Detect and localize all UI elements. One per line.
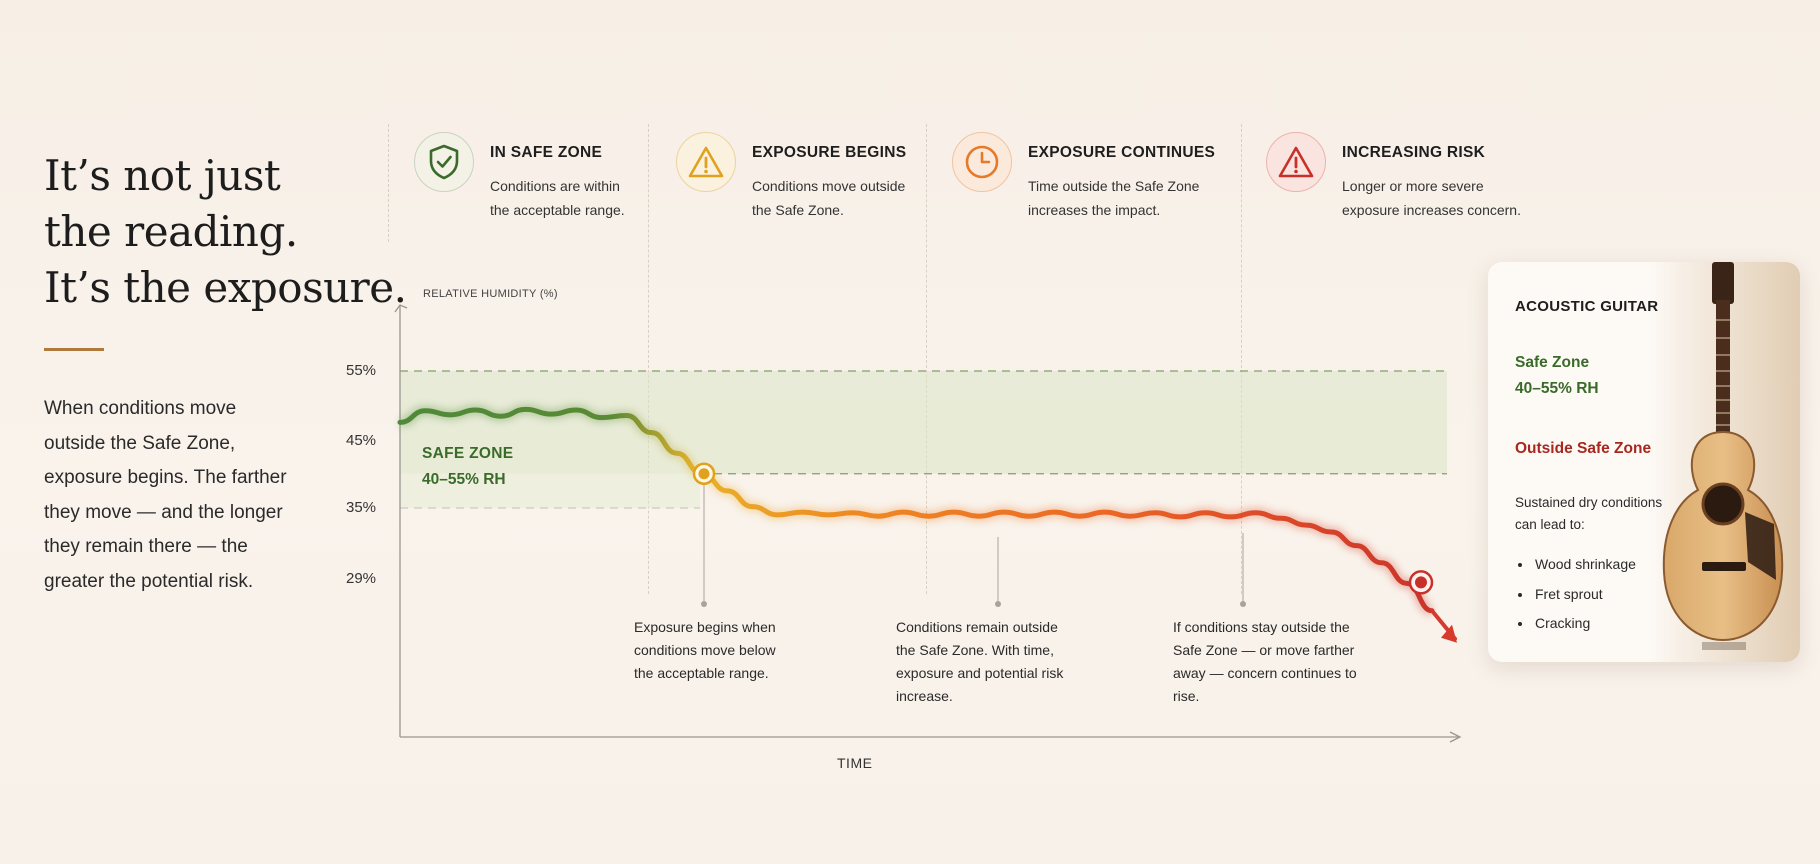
x-axis-arrow xyxy=(1449,731,1462,743)
stage-title: EXPOSURE BEGINS xyxy=(752,144,907,161)
y-tick-label: 29% xyxy=(346,570,377,587)
stage-desc: Longer or more severe exposure increases… xyxy=(1342,178,1521,218)
headline-line-2: the reading. xyxy=(44,207,298,256)
effects-list: Wood shrinkage Fret sprout Cracking xyxy=(1515,550,1636,639)
annotation-increasing-risk: If conditions stay outside the Safe Zone… xyxy=(1173,619,1357,704)
leader-dot xyxy=(1240,601,1246,607)
card-title: ACOUSTIC GUITAR xyxy=(1515,298,1659,315)
stage-divider xyxy=(388,124,389,242)
increasing-risk-marker-core xyxy=(1415,576,1427,589)
card-safe-zone-label: Safe Zone xyxy=(1515,354,1590,371)
card-outside-label: Outside Safe Zone xyxy=(1515,440,1652,457)
warning-triangle-icon xyxy=(688,146,724,178)
y-axis-label: RELATIVE HUMIDITY (%) xyxy=(423,288,558,300)
stage-divider xyxy=(1241,124,1242,594)
stage-desc: Conditions move outside the Safe Zone. xyxy=(752,178,906,218)
leader-dot xyxy=(995,601,1001,607)
safe-zone-band xyxy=(400,371,1447,474)
stage-title: EXPOSURE CONTINUES xyxy=(1028,144,1216,161)
guitar-image-backdrop xyxy=(1650,262,1800,662)
x-axis-label: TIME xyxy=(837,755,873,771)
exposure-begins-marker-core xyxy=(698,468,710,480)
safe-zone-range: 40–55% RH xyxy=(422,471,506,488)
stage-icon-circle xyxy=(952,132,1012,192)
y-tick-label: 45% xyxy=(346,432,377,449)
y-tick-label: 55% xyxy=(346,362,377,379)
stage-desc: Time outside the Safe Zone increases the… xyxy=(1028,178,1200,218)
stage-divider xyxy=(926,124,927,594)
y-axis-arrow xyxy=(394,304,408,313)
leader-dot xyxy=(701,601,707,607)
headline-line-1: It’s not just xyxy=(44,151,281,200)
intro-text: When conditions move outside the Safe Zo… xyxy=(44,398,287,592)
headline-line-3: It’s the exposure. xyxy=(44,263,407,312)
stage-icon-circle xyxy=(676,132,736,192)
alert-triangle-icon xyxy=(1278,146,1314,178)
annotation-exposure-begins: Exposure begins when conditions move bel… xyxy=(634,619,776,681)
stage-icon-circle xyxy=(1266,132,1326,192)
acoustic-guitar-icon xyxy=(1662,262,1784,650)
trend-arrow-head xyxy=(1441,624,1457,643)
stage-title: IN SAFE ZONE xyxy=(490,144,603,161)
accent-rule xyxy=(44,348,104,351)
effect-item: Wood shrinkage xyxy=(1533,550,1636,580)
card-safe-zone: Safe Zone 40–55% RH xyxy=(1515,350,1599,402)
humidity-series-line xyxy=(397,406,1435,614)
stage-icon-circle xyxy=(414,132,474,192)
effect-item: Cracking xyxy=(1533,609,1636,639)
headline: It’s not just the reading. It’s the expo… xyxy=(44,148,407,316)
safe-zone-band-fade xyxy=(400,473,700,508)
safe-zone-label: SAFE ZONE xyxy=(422,445,514,462)
stage-divider xyxy=(648,124,649,594)
annotation-exposure-continues: Conditions remain outside the Safe Zone.… xyxy=(896,619,1064,704)
guitar-card: ACOUSTIC GUITAR Safe Zone 40–55% RH Outs… xyxy=(1488,262,1800,662)
shield-check-icon xyxy=(429,144,459,180)
card-safe-zone-range: 40–55% RH xyxy=(1515,380,1599,397)
y-tick-label: 35% xyxy=(346,499,377,516)
stage-title: INCREASING RISK xyxy=(1342,144,1486,161)
effect-item: Fret sprout xyxy=(1533,580,1636,610)
card-lead: Sustained dry conditions can lead to: xyxy=(1515,495,1663,532)
stage-desc: Conditions are within the acceptable ran… xyxy=(490,178,625,218)
clock-icon xyxy=(965,145,999,179)
